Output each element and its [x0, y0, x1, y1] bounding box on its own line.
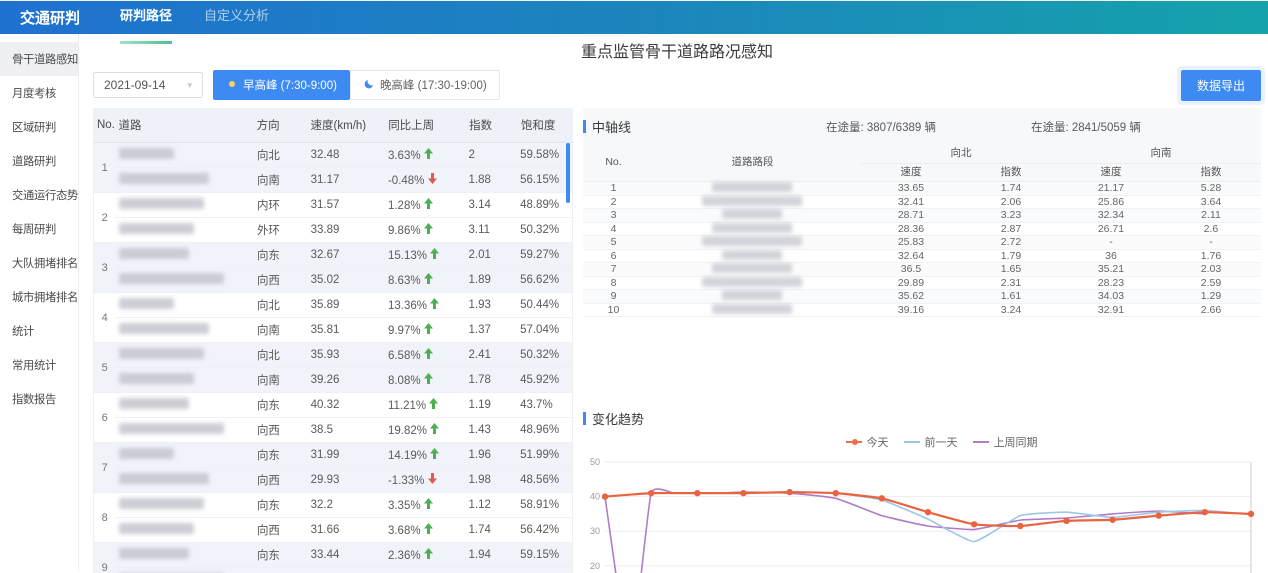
svg-text:20: 20 [590, 561, 600, 571]
svg-text:50: 50 [590, 457, 600, 467]
svg-text:30: 30 [590, 526, 600, 536]
svg-text:40: 40 [590, 492, 600, 502]
